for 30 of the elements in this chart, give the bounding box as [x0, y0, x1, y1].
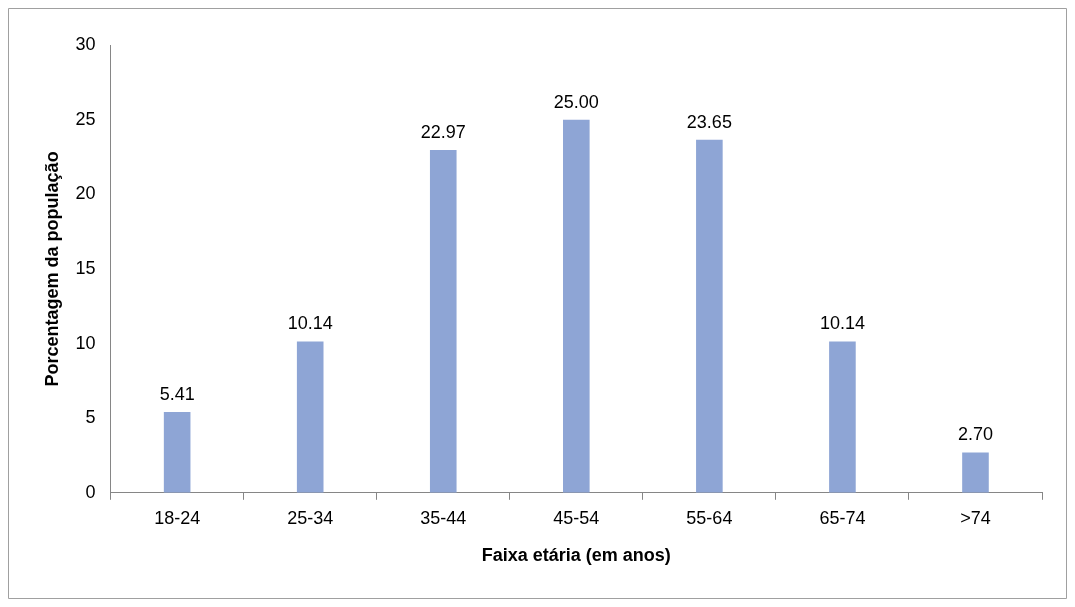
x-tick-label: 35-44 — [420, 507, 467, 528]
data-label: 10.14 — [287, 313, 333, 334]
y-axis-title: Porcentagem da população — [41, 151, 62, 387]
x-tick-label: 45-54 — [553, 507, 600, 528]
x-tick-label: >74 — [960, 507, 991, 528]
x-tick-label: 18-24 — [154, 507, 201, 528]
y-tick-label: 5 — [85, 407, 96, 428]
bar — [696, 139, 723, 493]
bar — [429, 149, 457, 493]
x-axis-title: Faixa etária (em anos) — [481, 545, 671, 566]
data-label: 2.70 — [957, 424, 993, 445]
data-label: 10.14 — [819, 313, 865, 334]
y-tick-label: 30 — [75, 33, 96, 54]
x-tick-label: 55-64 — [686, 507, 733, 528]
data-label: 5.41 — [159, 384, 195, 405]
bar — [563, 119, 590, 493]
data-label: 22.97 — [420, 121, 466, 142]
y-tick-label: 15 — [75, 257, 96, 278]
data-label: 25.00 — [553, 91, 599, 112]
bar — [829, 341, 856, 493]
x-tick-label: 25-34 — [287, 507, 334, 528]
x-tick-label: 65-74 — [819, 507, 866, 528]
data-label: 23.65 — [686, 111, 732, 132]
y-tick-label: 0 — [85, 481, 96, 502]
bar — [296, 341, 324, 493]
bar — [962, 452, 989, 493]
bar — [163, 412, 191, 493]
y-tick-label: 25 — [75, 108, 96, 129]
y-tick-label: 10 — [75, 332, 96, 353]
y-tick-label: 20 — [75, 183, 96, 204]
